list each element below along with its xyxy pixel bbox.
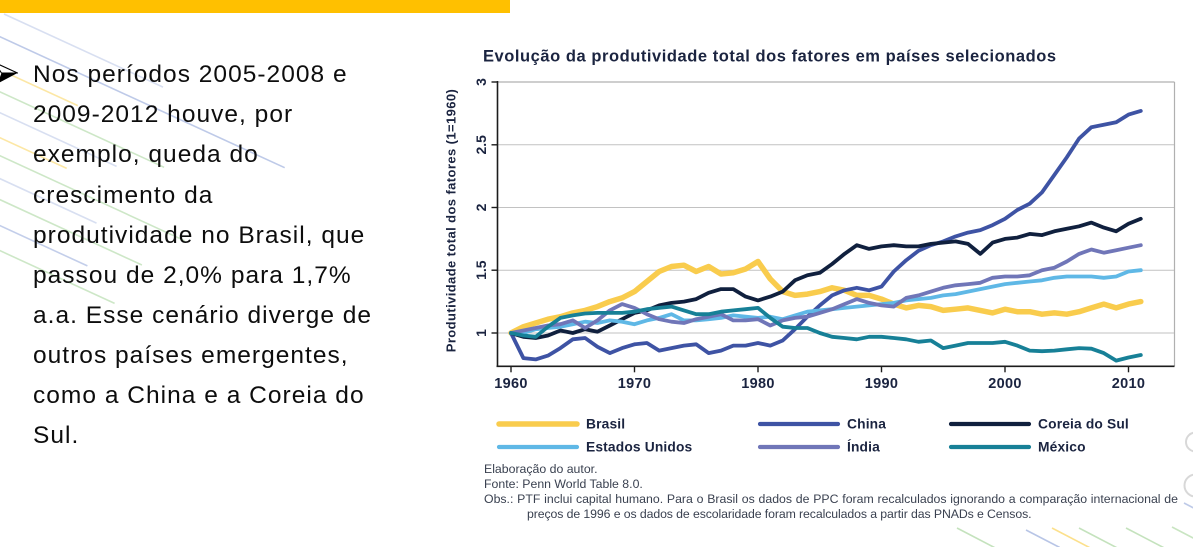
svg-text:México: México [1038,440,1086,455]
svg-text:2010: 2010 [1112,376,1145,392]
svg-text:Índia: Índia [847,439,880,455]
svg-text:China: China [847,417,886,432]
svg-text:1970: 1970 [618,376,651,392]
svg-text:2000: 2000 [988,376,1021,392]
svg-text:1960: 1960 [494,376,527,392]
svg-text:1990: 1990 [865,376,898,392]
svg-text:Evolução da produtividade tota: Evolução da produtividade total dos fato… [483,48,1057,66]
svg-text:1.5: 1.5 [473,260,489,280]
svg-text:2.5: 2.5 [473,135,489,155]
svg-text:1980: 1980 [741,376,774,392]
svg-text:Coreia do Sul: Coreia do Sul [1038,417,1129,432]
svg-text:3: 3 [473,78,489,86]
svg-text:Brasil: Brasil [586,417,625,432]
svg-text:2: 2 [473,203,489,211]
svg-text:1: 1 [473,329,489,337]
svg-text:Produtividade total dos fatore: Produtividade total dos fatores (1=1960) [444,89,459,352]
svg-text:Estados Unidos: Estados Unidos [586,440,693,455]
